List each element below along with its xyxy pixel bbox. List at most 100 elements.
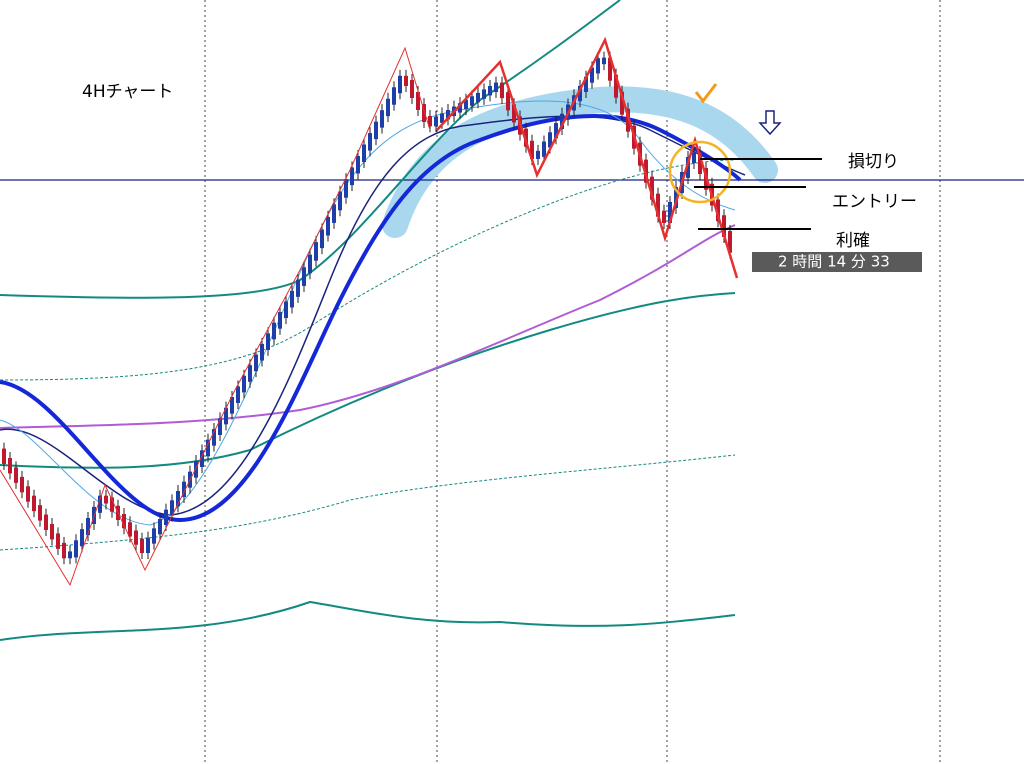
candle-body	[404, 75, 408, 86]
candle-body	[302, 267, 306, 286]
candle-body	[146, 537, 150, 553]
candle-body	[458, 103, 462, 113]
candle-body	[32, 495, 36, 512]
candle-body	[536, 150, 540, 159]
candle-body	[614, 74, 618, 98]
candle-body	[434, 116, 438, 127]
vertical-grid	[204, 0, 941, 764]
candle-body	[74, 540, 78, 558]
stop-loss-label: 損切り	[848, 152, 899, 172]
candle-body	[362, 144, 366, 162]
candle-body	[20, 476, 24, 493]
candle-body	[596, 58, 600, 74]
candle-body	[494, 82, 498, 92]
candle-body	[254, 354, 258, 372]
candle-body	[140, 538, 144, 553]
candle-body	[110, 497, 114, 512]
candle-body	[356, 156, 360, 174]
ma-short	[0, 100, 736, 526]
candle-body	[50, 524, 54, 540]
candle-body	[554, 123, 558, 139]
candle-body	[440, 113, 444, 123]
candle-body	[158, 519, 162, 535]
take-profit-label: 利確	[836, 231, 870, 251]
candle-body	[620, 91, 624, 115]
candle-body	[668, 202, 672, 223]
candle-body	[2, 448, 6, 464]
candle-body	[224, 407, 228, 425]
highlight-band	[382, 86, 778, 238]
candle-body	[512, 104, 516, 123]
candle-body	[8, 458, 12, 474]
candle-body	[686, 157, 690, 178]
candle-body	[326, 216, 330, 236]
candle-body	[278, 312, 282, 329]
candle-body	[14, 467, 18, 483]
candle-body	[350, 167, 354, 186]
candle-body	[692, 152, 696, 163]
band-dotted	[0, 159, 736, 381]
candle-body	[236, 386, 240, 403]
candle-body	[152, 528, 156, 544]
candle-body	[260, 343, 264, 361]
candle-body	[488, 86, 492, 96]
candle-body	[560, 113, 564, 130]
candle-body	[656, 193, 660, 217]
candle-body	[194, 461, 198, 478]
candle-body	[722, 215, 726, 237]
candle-body	[206, 439, 210, 457]
candle-body	[548, 132, 552, 148]
candle-body	[506, 92, 510, 111]
candle-body	[164, 509, 168, 525]
candle-body	[482, 89, 486, 99]
zigzag	[436, 36, 739, 279]
chart-title: 4Hチャート	[82, 82, 173, 102]
candle-body	[380, 110, 384, 128]
candle-body	[134, 530, 138, 545]
candle-body	[296, 279, 300, 297]
candle-body	[218, 418, 222, 435]
highlight-circle	[668, 140, 732, 204]
candle-body	[386, 98, 390, 117]
ma-long	[0, 224, 736, 429]
candle-body	[662, 210, 666, 223]
candle-body	[320, 229, 324, 249]
zigzag-thin	[0, 46, 431, 587]
candle-body	[590, 67, 594, 83]
candle-body	[56, 533, 60, 549]
check-mark	[694, 83, 718, 104]
candle-body	[338, 191, 342, 211]
candles	[2, 51, 732, 565]
candle-body	[290, 290, 294, 308]
candle-body	[86, 518, 90, 536]
candle-body	[578, 85, 582, 102]
candle-body	[98, 495, 102, 513]
candle-body	[446, 110, 450, 120]
candle-body	[410, 80, 414, 98]
candle-body	[44, 514, 48, 530]
ma-thick	[0, 114, 742, 523]
candle-body	[416, 92, 420, 110]
candle-body	[242, 375, 246, 393]
candle-body	[170, 500, 174, 516]
candle-body	[38, 505, 42, 521]
candle-body	[476, 92, 480, 103]
candle-body	[728, 231, 732, 253]
candle-body	[344, 179, 348, 198]
candle-body	[530, 140, 534, 159]
candle-body	[470, 96, 474, 106]
candle-body	[584, 76, 588, 92]
candle-body	[674, 187, 678, 208]
candle-body	[266, 333, 270, 350]
candle-body	[308, 254, 312, 274]
candle-body	[68, 551, 72, 559]
candle-body	[716, 199, 720, 222]
band-dotted	[0, 454, 736, 551]
candle-body	[392, 87, 396, 105]
candle-body	[602, 57, 606, 65]
candle-body	[284, 301, 288, 319]
candle-body	[230, 397, 234, 414]
candle-body	[176, 491, 180, 507]
entry-label: エントリー	[832, 192, 917, 212]
band-lower	[0, 600, 736, 641]
